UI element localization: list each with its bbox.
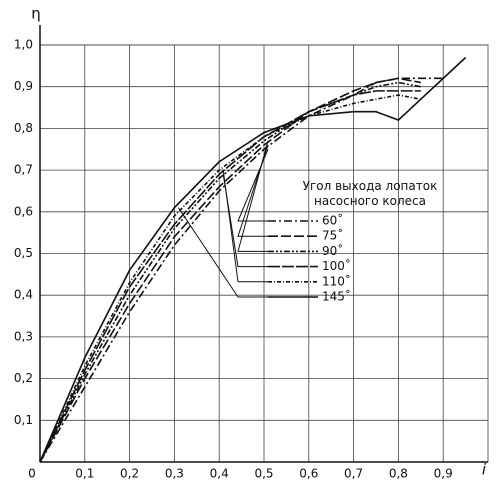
leader-line: [177, 207, 268, 298]
y-tick-label: 0,8: [14, 121, 33, 135]
legend-label: 110˚: [322, 273, 351, 288]
curve: [39, 90, 421, 463]
x-tick-label: 0,3: [165, 467, 184, 481]
x-tick-label: 0,5: [254, 467, 273, 481]
x-axis-label: i: [482, 461, 487, 479]
legend-label: 90˚: [322, 243, 343, 258]
x-tick-label: 0,8: [389, 467, 408, 481]
curve: [39, 77, 421, 463]
legend-label: 75˚: [322, 228, 343, 243]
x-tick-label: 0,9: [434, 467, 453, 481]
curve: [39, 81, 421, 463]
y-tick-label: 0,2: [14, 371, 33, 385]
curve: [39, 94, 421, 463]
y-tick-label: 0,5: [14, 246, 33, 260]
leader-line: [237, 149, 269, 222]
leader-line: [237, 140, 269, 252]
y-tick-label: 0,7: [14, 163, 33, 177]
x-tick-label: 0,1: [75, 467, 94, 481]
x-tick-label: 0: [28, 467, 36, 481]
legend-label: 100˚: [322, 258, 351, 273]
x-tick-label: 0,6: [299, 467, 318, 481]
y-tick-label: 0,4: [14, 288, 33, 302]
legend-label: 145˚: [322, 289, 351, 304]
y-tick-label: 0,6: [14, 204, 33, 218]
y-axis-label: η: [31, 5, 41, 23]
y-tick-label: 1,0: [14, 38, 33, 52]
x-tick-label: 0,7: [344, 467, 363, 481]
curve: [39, 56, 467, 463]
curve: [39, 77, 444, 463]
legend-title: Угол выхода лопаток насосного колеса: [303, 179, 438, 208]
x-tick-label: 0,4: [210, 467, 229, 481]
x-tick-label: 0,2: [120, 467, 139, 481]
y-tick-label: 0,9: [14, 79, 33, 93]
y-tick-label: 0,1: [14, 413, 33, 427]
leader-line: [222, 170, 268, 283]
leader-line: [237, 144, 269, 237]
y-tick-label: 0,3: [14, 329, 33, 343]
legend-label: 60˚: [322, 213, 343, 228]
